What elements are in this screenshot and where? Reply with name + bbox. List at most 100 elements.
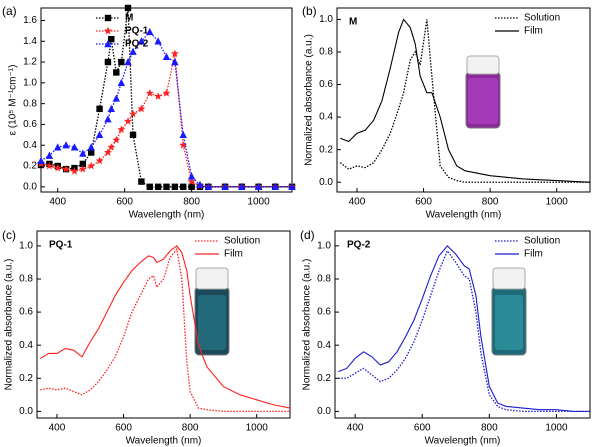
series-line	[40, 30, 292, 188]
x-axis-label: Wavelength (nm)	[426, 210, 502, 221]
y-tick-label: 0.0	[319, 177, 333, 188]
y-tick-label: 0.2	[19, 373, 33, 384]
y-tick-label: 0.2	[23, 161, 37, 172]
y-tick-label: 0.6	[319, 79, 333, 90]
marker	[78, 164, 87, 173]
marker	[118, 58, 125, 66]
y-tick-label: 0.6	[317, 307, 331, 318]
marker	[37, 156, 45, 165]
marker	[124, 4, 132, 12]
marker	[154, 183, 162, 191]
marker	[112, 135, 121, 144]
marker	[162, 52, 171, 61]
marker	[45, 161, 54, 170]
series-line	[40, 247, 290, 413]
marker	[124, 117, 132, 125]
marker	[104, 115, 112, 123]
vial-m	[465, 55, 501, 129]
marker	[146, 27, 154, 36]
marker	[96, 105, 103, 113]
marker	[188, 183, 195, 191]
marker	[171, 58, 179, 66]
panel-annotation: PQ-1	[49, 240, 73, 251]
y-axis-label: Normalized absorbance (a.u.)	[4, 259, 15, 391]
vial-pq2	[491, 267, 527, 356]
y-tick-label: 1.4	[23, 36, 37, 47]
y-tick-label: 0.4	[319, 112, 333, 123]
x-tick-label: 1000	[545, 423, 568, 434]
marker	[104, 58, 112, 66]
marker	[254, 182, 263, 191]
plot-frame	[334, 230, 591, 419]
plot-frame	[40, 7, 293, 193]
marker	[87, 143, 95, 151]
marker	[112, 94, 120, 102]
legend-label: PQ-2	[125, 39, 149, 50]
legend-label: Solution	[524, 13, 560, 24]
marker	[154, 37, 162, 45]
marker	[54, 143, 62, 151]
panel-annotation: PQ-2	[347, 240, 371, 251]
marker	[45, 151, 54, 159]
marker	[103, 148, 112, 156]
y-axis-label: Normalized absorbance (a.u.)	[304, 34, 315, 166]
marker	[53, 163, 62, 172]
x-tick-label: 1000	[246, 423, 269, 434]
y-tick-label: 1.6	[23, 15, 37, 26]
marker	[117, 78, 126, 87]
x-tick-label: 400	[49, 423, 66, 434]
legend-label: M	[125, 13, 133, 24]
legend-label: Film	[224, 249, 243, 260]
y-tick-label: 0.0	[23, 181, 37, 192]
y-tick-label: 0.2	[317, 373, 331, 384]
marker	[95, 130, 104, 139]
marker	[288, 182, 296, 191]
y-tick-label: 1.2	[23, 57, 37, 68]
series-line	[338, 245, 590, 412]
marker	[179, 130, 187, 139]
x-tick-label: 800	[481, 423, 498, 434]
y-axis-label: ε (10⁵ M⁻¹cm⁻¹)	[8, 65, 19, 136]
series-line	[40, 53, 292, 188]
marker	[104, 26, 112, 35]
marker	[146, 183, 153, 191]
marker	[180, 183, 187, 191]
y-tick-label: 0.0	[317, 406, 331, 417]
marker	[107, 143, 116, 151]
marker	[179, 141, 188, 149]
marker	[124, 58, 132, 66]
marker	[154, 92, 163, 100]
x-axis-label: Wavelength (nm)	[129, 210, 205, 221]
y-tick-label: 0.2	[319, 144, 333, 155]
y-tick-label: 0.8	[19, 274, 33, 285]
marker	[137, 104, 146, 113]
marker	[162, 89, 171, 97]
legend-label: Film	[524, 249, 543, 260]
x-tick-label: 800	[482, 197, 499, 208]
x-tick-label: 400	[49, 197, 66, 208]
marker	[62, 141, 70, 149]
x-tick-label: 600	[115, 423, 132, 434]
plot-frame	[36, 230, 291, 419]
marker	[107, 104, 115, 113]
x-tick-label: 400	[349, 197, 366, 208]
marker	[62, 164, 71, 173]
x-axis-label: Wavelength (nm)	[126, 436, 202, 447]
marker	[145, 89, 154, 97]
panel-label: (b)	[302, 4, 317, 18]
marker	[171, 183, 179, 191]
legend-label: PQ-1	[125, 26, 149, 37]
panel-label: (c)	[2, 228, 16, 242]
marker	[95, 156, 104, 165]
marker	[221, 182, 229, 191]
panel-label: (d)	[300, 228, 315, 242]
marker	[79, 149, 87, 157]
x-tick-label: 1000	[546, 197, 569, 208]
series-line	[339, 19, 590, 183]
panel-annotation: M	[349, 17, 357, 28]
marker	[138, 178, 145, 185]
marker	[70, 167, 79, 175]
y-axis-label: Normalized absorbance (a.u.)	[302, 259, 313, 391]
x-tick-label: 1000	[247, 197, 270, 208]
